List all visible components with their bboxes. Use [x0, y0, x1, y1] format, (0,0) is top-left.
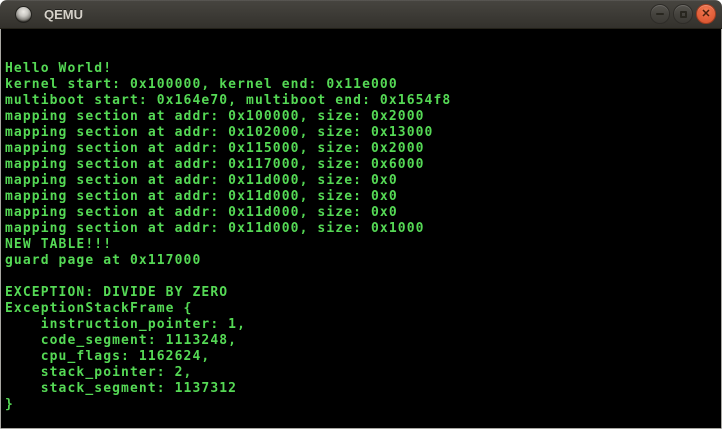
console-line	[5, 45, 721, 61]
console-line: mapping section at addr: 0x11d000, size:…	[5, 189, 398, 204]
window-controls: ✕	[650, 4, 716, 24]
console-line: mapping section at addr: 0x102000, size:…	[5, 125, 434, 140]
console-line: mapping section at addr: 0x100000, size:…	[5, 109, 425, 124]
console-line	[5, 29, 721, 45]
console-line: Hello World!	[5, 61, 113, 76]
close-button[interactable]: ✕	[696, 4, 716, 24]
close-icon: ✕	[701, 7, 711, 20]
console-line: mapping section at addr: 0x117000, size:…	[5, 157, 425, 172]
console-line: mapping section at addr: 0x11d000, size:…	[5, 173, 398, 188]
console-line: mapping section at addr: 0x11d000, size:…	[5, 221, 425, 236]
window-title: QEMU	[44, 6, 83, 22]
console-line: cpu_flags: 1162624,	[5, 349, 211, 364]
maximize-button[interactable]	[673, 4, 693, 24]
console-line: ExceptionStackFrame {	[5, 301, 193, 316]
console-line	[5, 413, 721, 429]
console-line: EXCEPTION: DIVIDE BY ZERO	[5, 285, 229, 300]
console-line: NEW TABLE!!!	[5, 237, 113, 252]
minimize-button[interactable]	[650, 4, 670, 24]
maximize-icon	[679, 10, 687, 18]
console-line	[5, 269, 721, 285]
console-line: kernel start: 0x100000, kernel end: 0x11…	[5, 77, 398, 92]
titlebar[interactable]: QEMU ✕	[0, 0, 722, 29]
console-line: guard page at 0x117000	[5, 253, 202, 268]
minimize-icon	[656, 13, 664, 15]
console[interactable]: Hello World! kernel start: 0x100000, kern…	[0, 29, 722, 429]
console-line: mapping section at addr: 0x115000, size:…	[5, 141, 425, 156]
console-line: }	[5, 397, 14, 412]
console-line: stack_segment: 1137312	[5, 381, 238, 396]
console-line: stack_pointer: 2,	[5, 365, 193, 380]
console-line: instruction_pointer: 1,	[5, 317, 247, 332]
console-line: code_segment: 1113248,	[5, 333, 238, 348]
console-line: multiboot start: 0x164e70, multiboot end…	[5, 93, 452, 108]
console-line: mapping section at addr: 0x11d000, size:…	[5, 205, 398, 220]
qemu-window-icon	[15, 5, 32, 23]
